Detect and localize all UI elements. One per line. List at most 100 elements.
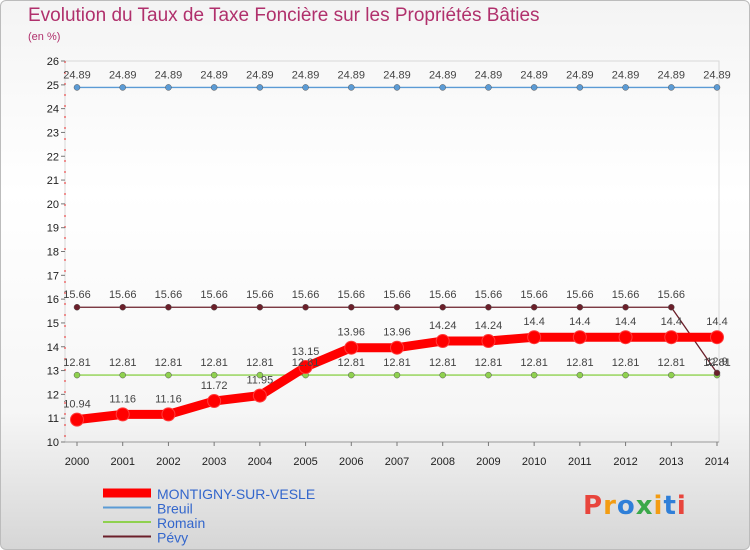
data-point-pevy bbox=[393, 303, 401, 311]
data-point-breuil bbox=[530, 84, 538, 91]
x-tick-label: 2010 bbox=[522, 456, 546, 468]
data-point-montigny-sur-vesle bbox=[298, 359, 313, 374]
data-label-pevy: 15.66 bbox=[109, 289, 137, 301]
data-point-romain bbox=[165, 371, 172, 379]
y-tick-label: 20 bbox=[47, 199, 59, 211]
data-label-romain: 12.81 bbox=[63, 357, 91, 369]
data-point-breuil bbox=[210, 84, 218, 91]
y-tick-label: 18 bbox=[47, 247, 59, 259]
logo-letter: t bbox=[663, 491, 677, 521]
data-point-pevy bbox=[165, 303, 172, 311]
y-tick-label: 21 bbox=[47, 175, 59, 187]
data-point-breuil bbox=[119, 84, 126, 91]
data-label-montigny-sur-vesle: 14.4 bbox=[661, 316, 682, 328]
data-label-montigny-sur-vesle: 14.24 bbox=[429, 320, 457, 332]
data-label-montigny-sur-vesle: 13.96 bbox=[338, 327, 366, 339]
data-label-pevy: 15.66 bbox=[246, 289, 274, 301]
legend-label-pevy: Pévy bbox=[157, 530, 188, 546]
data-label-romain: 12.81 bbox=[566, 357, 594, 369]
x-tick-label: 2002 bbox=[156, 456, 180, 468]
data-label-pevy: 15.66 bbox=[338, 289, 366, 301]
data-label-breuil: 24.89 bbox=[200, 69, 228, 81]
data-label-montigny-sur-vesle: 11.95 bbox=[246, 375, 273, 387]
data-label-montigny-sur-vesle: 11.72 bbox=[201, 380, 228, 392]
data-point-romain bbox=[210, 371, 218, 379]
data-point-romain bbox=[668, 371, 675, 379]
data-point-romain bbox=[73, 371, 81, 379]
data-label-romain: 12.81 bbox=[155, 357, 183, 369]
data-point-romain bbox=[348, 371, 355, 379]
legend-label-breuil: Breuil bbox=[157, 501, 193, 517]
legend-label-montigny-sur-vesle: MONTIGNY-SUR-VESLE bbox=[157, 486, 315, 502]
data-point-pevy bbox=[668, 303, 675, 311]
y-tick-label: 19 bbox=[47, 223, 59, 235]
data-point-breuil bbox=[668, 84, 675, 91]
data-label-romain: 12.81 bbox=[703, 357, 731, 369]
y-tick-label: 25 bbox=[47, 80, 59, 92]
data-label-pevy: 15.66 bbox=[155, 289, 183, 301]
data-label-pevy: 15.66 bbox=[658, 289, 686, 301]
logo-letter: P bbox=[583, 491, 604, 521]
data-label-breuil: 24.89 bbox=[63, 69, 91, 81]
data-point-pevy bbox=[210, 303, 218, 311]
series-layer bbox=[70, 84, 724, 427]
data-point-breuil bbox=[622, 84, 629, 91]
data-point-pevy bbox=[256, 303, 264, 311]
data-label-pevy: 12.9 bbox=[706, 356, 727, 368]
x-tick-label: 2013 bbox=[659, 456, 683, 468]
data-point-montigny-sur-vesle bbox=[435, 334, 450, 349]
logo-letter: o bbox=[616, 491, 636, 521]
data-label-montigny-sur-vesle: 14.4 bbox=[706, 316, 727, 328]
data-point-breuil bbox=[485, 84, 492, 91]
x-tick-label: 2008 bbox=[430, 456, 454, 468]
data-point-breuil bbox=[439, 84, 446, 91]
data-point-pevy bbox=[439, 303, 446, 311]
data-point-montigny-sur-vesle bbox=[710, 330, 724, 345]
logo-letter: i bbox=[676, 491, 687, 521]
data-label-montigny-sur-vesle: 14.24 bbox=[475, 320, 503, 332]
data-point-pevy bbox=[73, 303, 81, 311]
data-label-montigny-sur-vesle: 14.4 bbox=[569, 316, 590, 328]
x-tick-label: 2009 bbox=[476, 456, 500, 468]
data-point-pevy bbox=[713, 369, 721, 377]
data-point-montigny-sur-vesle bbox=[207, 394, 222, 409]
data-point-montigny-sur-vesle bbox=[481, 334, 496, 349]
data-label-romain: 12.81 bbox=[383, 357, 411, 369]
data-label-romain: 12.81 bbox=[612, 357, 640, 369]
data-label-romain: 12.81 bbox=[338, 357, 366, 369]
data-label-breuil: 24.89 bbox=[109, 69, 137, 81]
data-label-romain: 12.81 bbox=[200, 357, 228, 369]
data-point-pevy bbox=[348, 303, 355, 311]
data-label-pevy: 15.66 bbox=[383, 289, 411, 301]
data-label-pevy: 15.66 bbox=[475, 289, 503, 301]
data-point-montigny-sur-vesle bbox=[664, 330, 679, 345]
x-tick-label: 2006 bbox=[339, 456, 363, 468]
data-point-montigny-sur-vesle bbox=[161, 407, 176, 422]
data-label-breuil: 24.89 bbox=[383, 69, 411, 81]
y-tick-label: 10 bbox=[47, 437, 59, 449]
data-point-montigny-sur-vesle bbox=[70, 412, 84, 427]
data-label-breuil: 24.89 bbox=[520, 69, 548, 81]
data-point-montigny-sur-vesle bbox=[390, 340, 404, 355]
data-label-montigny-sur-vesle: 10.94 bbox=[63, 399, 91, 411]
data-point-pevy bbox=[622, 303, 629, 311]
chart-title: Evolution du Taux de Taxe Foncière sur l… bbox=[28, 5, 540, 26]
logo-letter: r bbox=[603, 491, 617, 521]
y-tick-label: 17 bbox=[47, 270, 59, 282]
data-label-romain: 12.81 bbox=[658, 357, 686, 369]
data-point-breuil bbox=[576, 84, 584, 91]
plot-area bbox=[64, 60, 720, 443]
y-tick-label: 11 bbox=[48, 413, 59, 425]
data-label-montigny-sur-vesle: 14.4 bbox=[523, 316, 544, 328]
y-tick-label: 22 bbox=[47, 151, 59, 163]
data-point-romain bbox=[256, 371, 264, 379]
data-label-pevy: 15.66 bbox=[63, 289, 91, 301]
logo-letter: x bbox=[635, 491, 654, 521]
proxiti-logo: Proxiti bbox=[583, 491, 687, 521]
data-label-breuil: 24.89 bbox=[703, 69, 731, 81]
data-point-breuil bbox=[393, 84, 401, 91]
data-point-pevy bbox=[302, 303, 309, 311]
y-tick-label: 15 bbox=[47, 318, 59, 330]
data-label-pevy: 15.66 bbox=[520, 289, 548, 301]
data-point-breuil bbox=[73, 84, 81, 91]
